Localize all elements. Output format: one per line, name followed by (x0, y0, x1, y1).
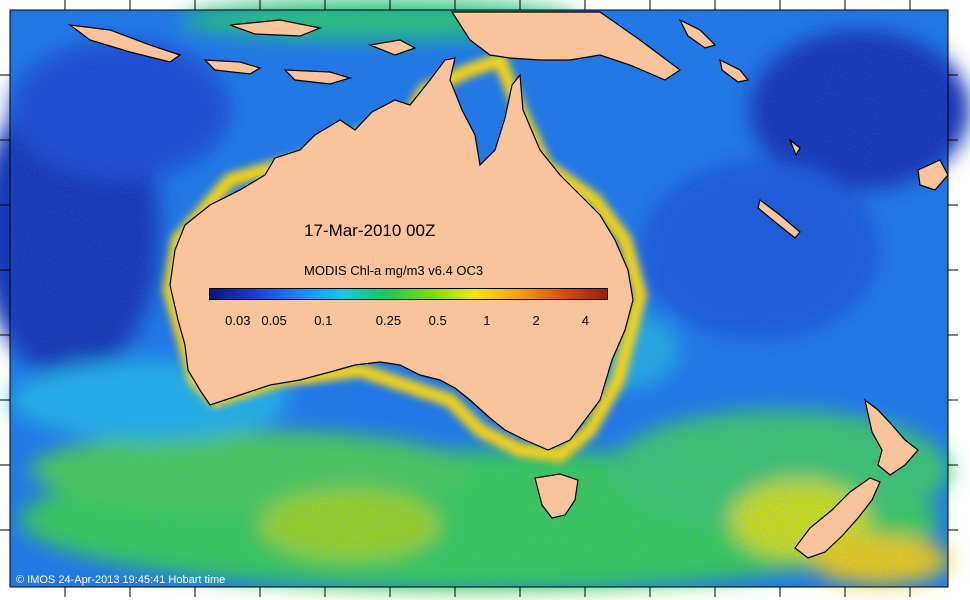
indonesia-islands (67, 19, 417, 85)
legend-tick-label: 0.03 (225, 313, 251, 328)
date-label: 17-Mar-2010 00Z (304, 221, 436, 240)
land (67, 11, 949, 559)
copyright-text: © IMOS 24-Apr-2013 19:45:41 Hobart time (16, 574, 226, 586)
new-zealand-south-island (794, 477, 881, 559)
new-zealand-north-island (864, 398, 919, 476)
legend-tick-label: 4 (581, 313, 589, 328)
tasmania-landmass (534, 473, 579, 519)
new-caledonia (757, 198, 801, 239)
legend-tick-label: 1 (483, 313, 491, 328)
pacific-islands (678, 18, 949, 191)
new-guinea-landmass (450, 11, 682, 81)
legend-tick-label: 0.5 (428, 313, 447, 328)
legend-title: MODIS Chl-a mg/m3 v6.4 OC3 (304, 263, 484, 278)
legend-tick-label: 0.1 (314, 313, 333, 328)
color-scale-bar (209, 288, 608, 300)
legend-tick-label: 2 (532, 313, 540, 328)
legend-tick-label: 0.05 (261, 313, 287, 328)
australia-landmass (169, 57, 634, 451)
legend-tick-label: 0.25 (375, 313, 402, 328)
